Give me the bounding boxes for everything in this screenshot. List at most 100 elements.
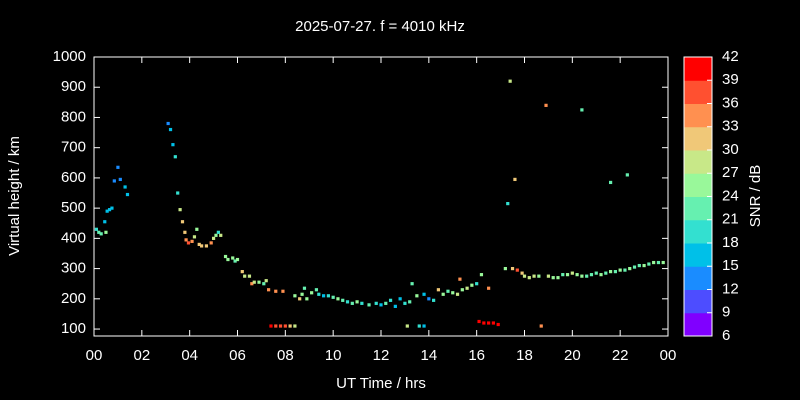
data-point	[288, 324, 292, 328]
colorbar-tick-label: 42	[722, 48, 739, 65]
data-point	[195, 227, 199, 231]
x-tick-label: 00	[660, 347, 677, 364]
data-point	[487, 321, 491, 325]
data-point	[609, 270, 613, 274]
data-point	[367, 303, 371, 307]
data-point	[513, 177, 517, 182]
data-point	[625, 173, 629, 177]
data-point	[551, 276, 555, 280]
data-point	[336, 297, 340, 301]
data-point	[379, 303, 383, 307]
colorbar-tick-label: 36	[722, 94, 739, 111]
data-point	[176, 191, 180, 195]
x-tick-label: 18	[516, 347, 533, 364]
data-point	[585, 274, 589, 278]
colorbar-band	[684, 80, 712, 104]
data-point	[415, 294, 419, 298]
data-point	[247, 274, 252, 278]
data-point	[274, 289, 278, 293]
x-tick-label: 12	[373, 347, 390, 364]
data-point	[302, 286, 307, 290]
data-point	[446, 289, 450, 293]
colorbar-tick-label: 18	[722, 234, 739, 251]
data-point	[300, 292, 304, 296]
y-tick-label: 600	[61, 169, 86, 186]
x-tick-label: 00	[86, 347, 103, 364]
colorbar-tick-label: 39	[722, 71, 739, 88]
data-point	[475, 282, 479, 286]
data-point	[171, 143, 175, 147]
data-point	[211, 236, 216, 240]
x-tick-label: 08	[277, 347, 294, 364]
data-point	[515, 268, 519, 272]
y-tick-label: 400	[61, 229, 86, 246]
colorbar-tick-label: 24	[722, 187, 739, 204]
data-point	[422, 324, 426, 328]
data-point	[487, 286, 491, 290]
data-point	[123, 185, 127, 189]
data-point	[252, 280, 256, 284]
data-point	[166, 121, 170, 126]
data-point	[532, 274, 536, 278]
data-point	[496, 322, 500, 327]
data-point	[403, 301, 407, 305]
data-point	[305, 297, 309, 301]
data-point	[233, 259, 237, 263]
data-point	[460, 288, 464, 292]
data-point	[410, 282, 414, 286]
data-point	[183, 230, 187, 234]
data-point	[186, 241, 191, 245]
data-point	[168, 127, 173, 132]
chart-title: 2025-07-27. f = 4010 kHz	[295, 18, 465, 35]
data-point	[105, 209, 109, 213]
data-point	[99, 232, 103, 236]
data-point	[539, 324, 543, 328]
data-point	[355, 300, 359, 304]
data-point	[310, 291, 314, 295]
data-point	[661, 260, 665, 265]
data-point	[104, 230, 108, 234]
colorbar-band	[684, 150, 712, 174]
data-point	[107, 208, 112, 212]
data-point	[520, 271, 524, 275]
colorbar-tick-label: 6	[722, 327, 730, 344]
data-point	[283, 324, 287, 328]
data-point	[451, 291, 455, 295]
data-point	[204, 244, 209, 248]
data-point	[491, 321, 496, 325]
data-point	[522, 274, 527, 278]
data-point	[388, 298, 393, 302]
data-point	[226, 257, 230, 262]
data-point	[580, 274, 584, 278]
data-point	[632, 265, 637, 269]
colorbar-band	[684, 289, 712, 314]
data-point	[441, 292, 445, 296]
data-point	[274, 324, 278, 328]
data-point	[326, 294, 330, 298]
data-point	[398, 297, 402, 301]
data-point	[250, 282, 254, 286]
data-point	[477, 319, 481, 324]
data-point	[298, 297, 302, 301]
data-point	[613, 270, 617, 274]
data-point	[482, 321, 486, 325]
data-point	[178, 208, 182, 212]
data-point	[192, 235, 197, 239]
data-point	[637, 263, 641, 268]
y-tick-label: 700	[61, 139, 86, 156]
data-point	[293, 324, 297, 328]
data-point	[262, 282, 266, 286]
data-point	[510, 266, 515, 271]
data-point	[570, 271, 574, 275]
data-point	[432, 298, 436, 302]
data-point	[317, 292, 321, 296]
colorbar-band	[684, 243, 712, 267]
data-point	[422, 292, 426, 296]
data-point	[508, 79, 512, 83]
data-point	[436, 288, 440, 292]
y-tick-label: 900	[61, 78, 86, 95]
y-tick-label: 300	[61, 260, 86, 277]
x-tick-label: 02	[133, 347, 150, 364]
data-point	[103, 220, 107, 224]
